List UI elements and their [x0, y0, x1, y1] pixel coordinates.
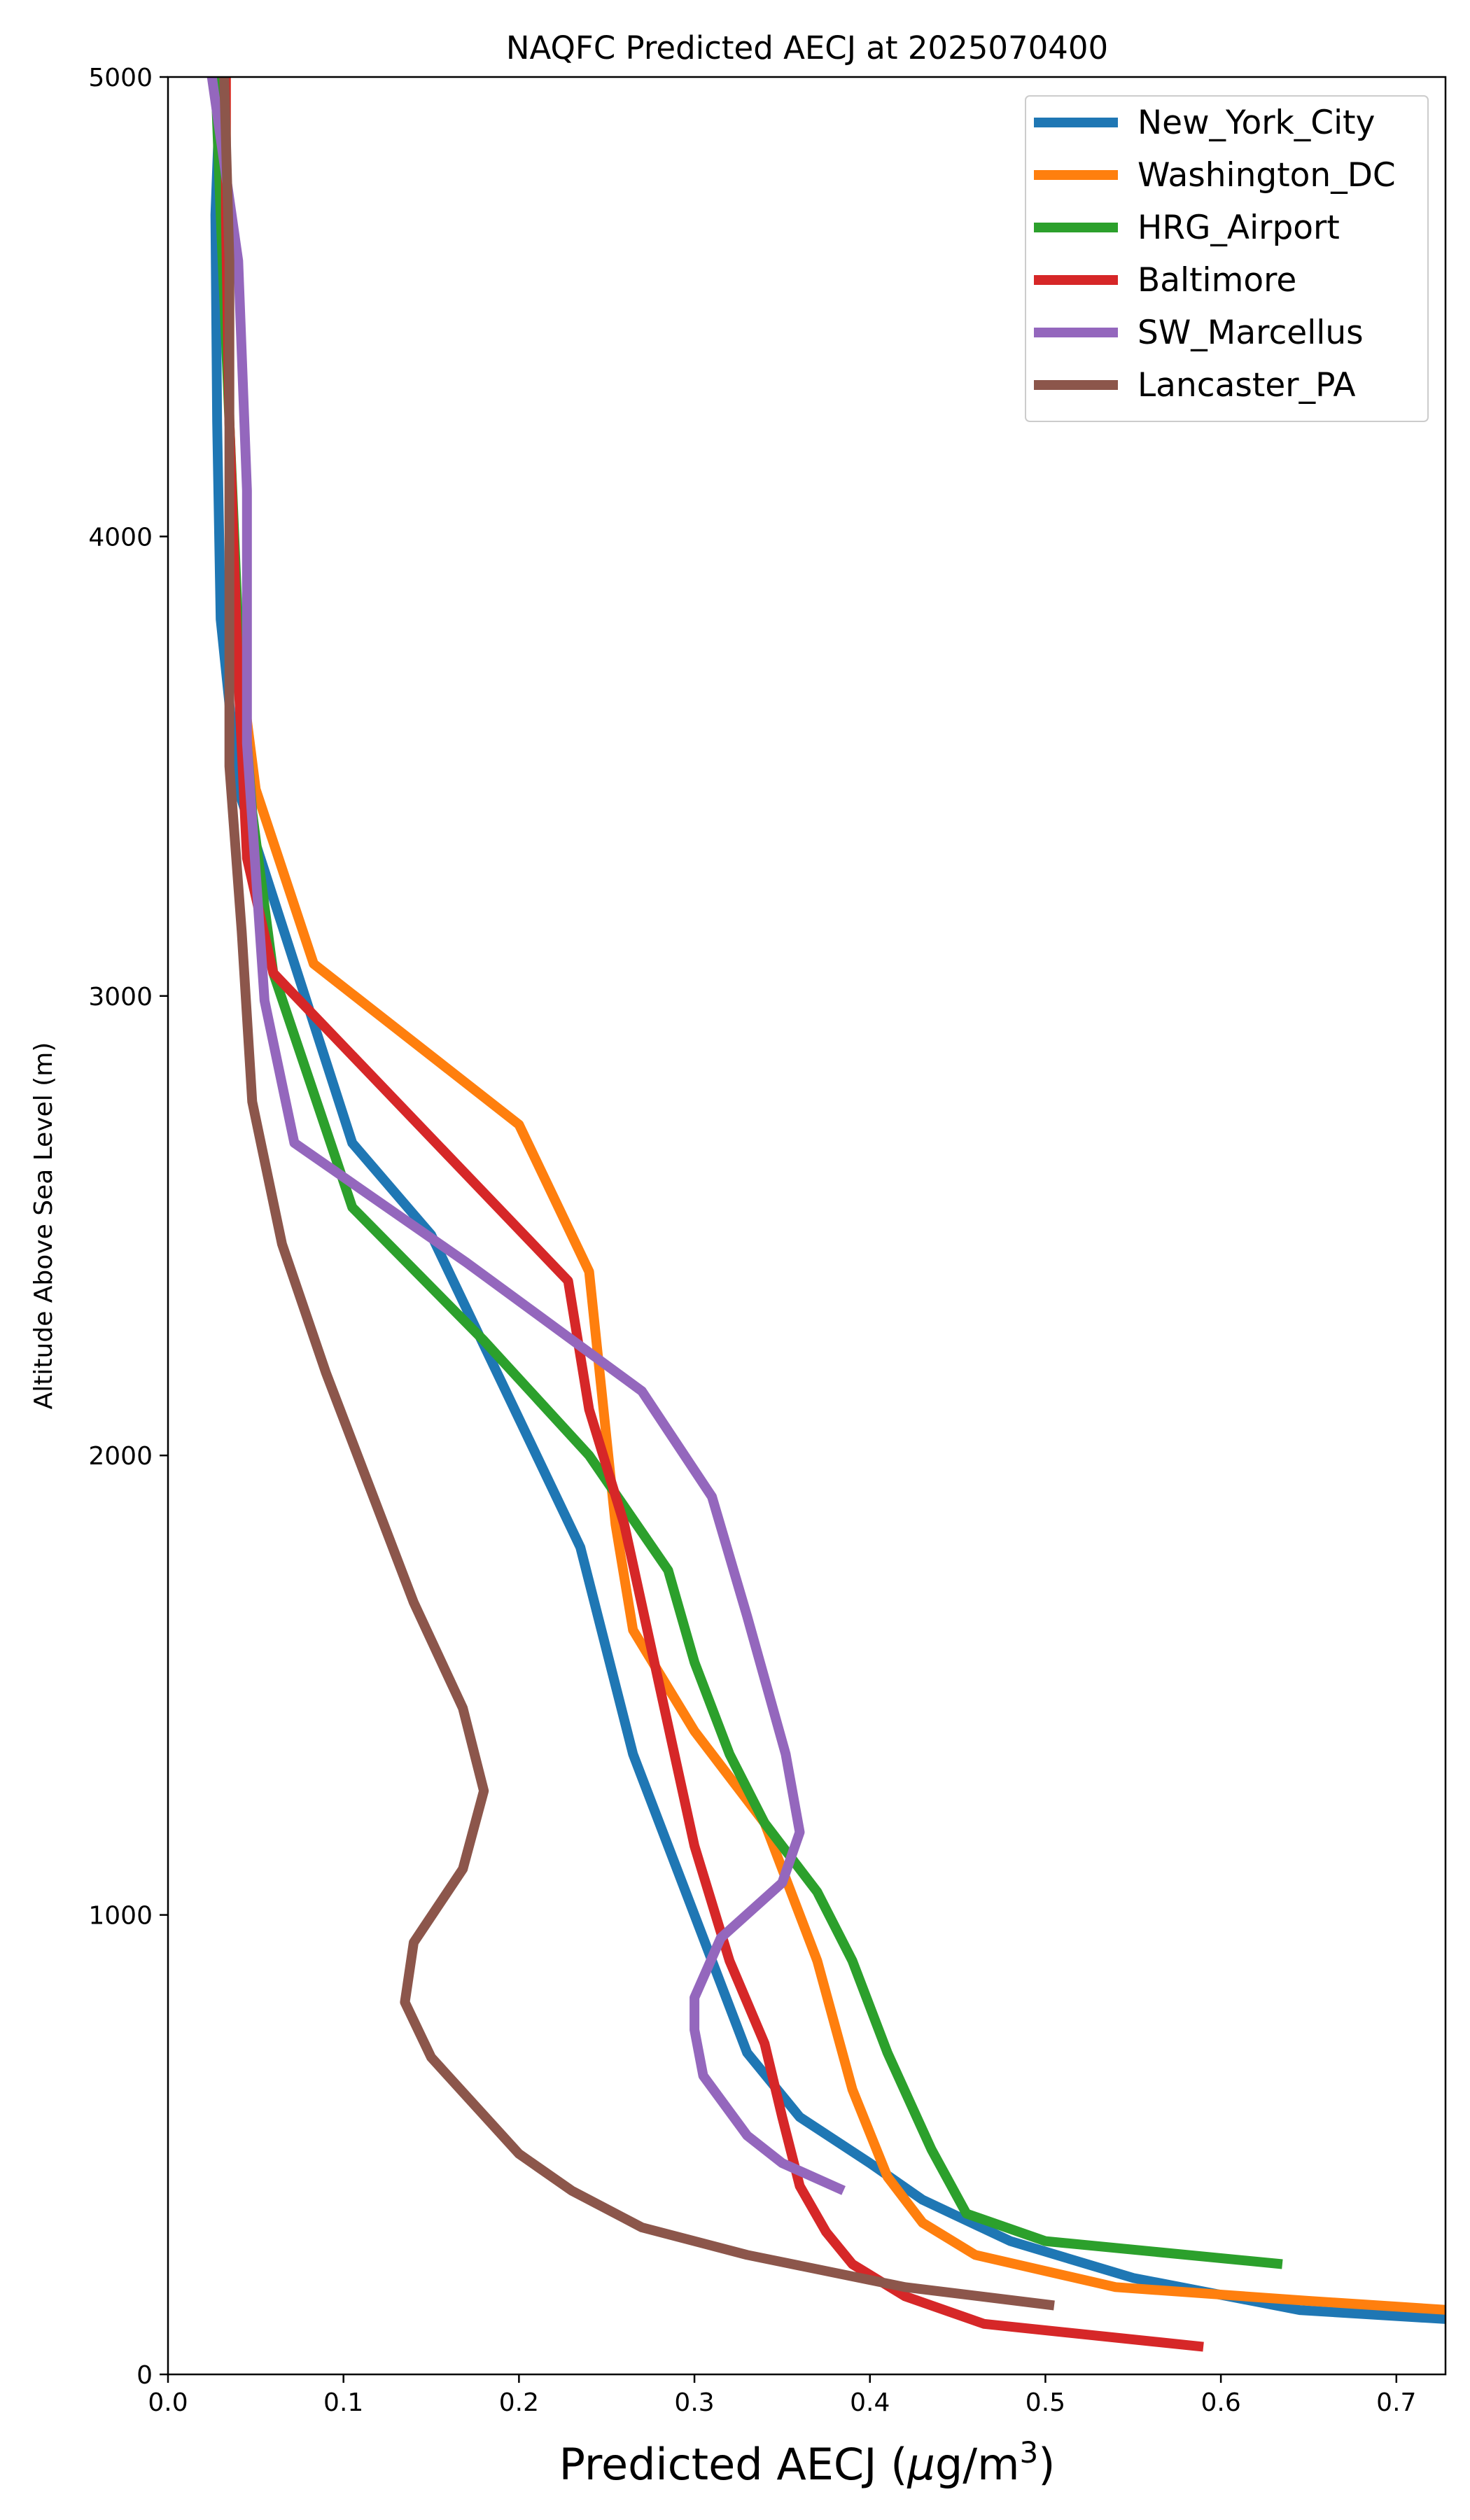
y-tick-label: 0 [136, 2361, 153, 2390]
series-line-lancaster-pa [219, 77, 1055, 2311]
x-tick-label: 0.0 [148, 2388, 188, 2417]
plot-frame [167, 76, 1447, 2376]
y-tick-label: 1000 [88, 1902, 153, 1931]
x-axis-label-mu: μ [906, 2439, 934, 2490]
legend: New_York_City Washington_DC HRG_Airport Bal… [1025, 95, 1429, 422]
x-tick-label: 0.3 [674, 2388, 714, 2417]
series-line-baltimore [220, 77, 1204, 2352]
y-tick-label: 5000 [88, 64, 153, 92]
x-axis-label-unit: g/m [935, 2439, 1020, 2490]
series-layer [206, 77, 1446, 2352]
x-tick-label: 0.1 [323, 2388, 363, 2417]
legend-label-sw-marcellus: SW_Marcellus [1138, 314, 1364, 352]
x-tick-label: 0.2 [499, 2388, 539, 2417]
y-tick-label: 4000 [88, 523, 153, 552]
legend-label-new-york-city: New_York_City [1138, 104, 1375, 142]
x-axis-label-suffix: ) [1038, 2439, 1055, 2490]
x-axis-ticks: 0.0 0.1 0.2 0.3 0.4 0.5 0.6 0.7 [148, 2374, 1416, 2417]
x-axis-label: Predicted AECJ (μg/m3) [559, 2435, 1056, 2490]
y-axis-label: Altitude Above Sea Level (m) [29, 1042, 58, 1410]
y-tick-label: 2000 [88, 1442, 153, 1471]
series-line-new-york-city [210, 77, 1446, 2324]
chart-title: NAQFC Predicted AECJ at 2025070400 [506, 29, 1108, 66]
y-axis-ticks: 0 1000 2000 3000 4000 5000 [88, 64, 168, 2390]
x-tick-label: 0.4 [850, 2388, 890, 2417]
legend-label-lancaster-pa: Lancaster_PA [1138, 366, 1356, 405]
series-group [206, 77, 1446, 2352]
legend-label-hrg-airport: HRG_Airport [1138, 209, 1340, 247]
series-line-sw-marcellus [206, 77, 846, 2195]
x-tick-label: 0.7 [1376, 2388, 1416, 2417]
x-axis-label-superscript: 3 [1019, 2435, 1038, 2470]
x-tick-label: 0.5 [1026, 2388, 1065, 2417]
x-tick-label: 0.6 [1200, 2388, 1240, 2417]
y-tick-label: 3000 [88, 983, 153, 1011]
legend-box [1025, 95, 1429, 422]
x-axis-label-prefix: Predicted AECJ ( [559, 2439, 908, 2490]
legend-label-baltimore: Baltimore [1138, 261, 1296, 300]
legend-label-washington-dc: Washington_DC [1138, 156, 1396, 195]
